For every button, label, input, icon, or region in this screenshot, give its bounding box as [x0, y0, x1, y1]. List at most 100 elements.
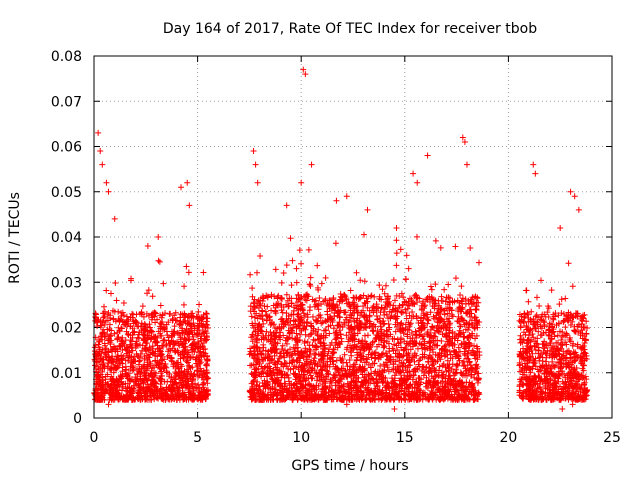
data-point [405, 265, 412, 272]
data-point [103, 287, 110, 294]
data-point [264, 303, 271, 310]
data-point [128, 277, 135, 284]
data-point [199, 381, 206, 388]
data-point [190, 333, 197, 340]
data-point [104, 357, 111, 364]
data-point [152, 310, 159, 317]
data-point [313, 377, 320, 384]
data-point [118, 338, 125, 345]
data-point [160, 280, 167, 287]
data-point [548, 287, 555, 294]
data-point [150, 382, 157, 389]
data-point [100, 314, 107, 321]
data-point [183, 383, 190, 390]
data-point [125, 354, 132, 361]
data-point [135, 389, 142, 396]
data-point [108, 348, 115, 355]
data-point [412, 328, 419, 335]
data-point [322, 274, 329, 281]
data-point [183, 327, 190, 334]
data-point [330, 296, 337, 303]
data-point [353, 269, 360, 276]
data-point [137, 350, 144, 357]
data-point [94, 318, 101, 325]
data-point [117, 359, 124, 366]
data-point [457, 291, 464, 298]
data-point [146, 324, 153, 331]
data-point [317, 312, 324, 319]
data-point [96, 381, 103, 388]
data-point [122, 319, 129, 326]
data-point [326, 330, 333, 337]
data-point [141, 362, 148, 369]
data-point [183, 395, 190, 402]
data-point [175, 330, 182, 337]
data-point [129, 396, 136, 403]
data-point [160, 365, 167, 372]
data-point [304, 319, 311, 326]
data-point [144, 290, 151, 297]
data-point [432, 281, 439, 288]
data-point [399, 302, 406, 309]
data-point [103, 386, 110, 393]
data-point [180, 301, 187, 308]
data-point [143, 375, 150, 382]
data-point [154, 390, 161, 397]
data-point [110, 377, 117, 384]
data-point [161, 365, 168, 372]
data-point [179, 325, 186, 332]
data-point [107, 290, 114, 297]
data-point [98, 350, 105, 357]
data-point [137, 354, 144, 361]
data-point [111, 330, 118, 337]
data-point [316, 294, 323, 301]
data-point [105, 310, 112, 317]
data-point [101, 313, 108, 320]
data-point [432, 237, 439, 244]
data-point [177, 361, 184, 368]
data-point [156, 258, 163, 265]
data-point [180, 344, 187, 351]
data-point [157, 347, 164, 354]
data-point [135, 394, 142, 401]
data-point [132, 319, 139, 326]
data-point [152, 339, 159, 346]
data-point [332, 240, 339, 247]
data-point [439, 298, 446, 305]
data-point [129, 331, 136, 338]
data-point [126, 353, 133, 360]
data-point [467, 244, 474, 251]
data-point [111, 384, 118, 391]
data-point [111, 308, 118, 315]
data-point [137, 396, 144, 403]
data-point [200, 393, 207, 400]
data-point [203, 367, 210, 374]
data-point [302, 331, 309, 338]
data-point [290, 317, 297, 324]
data-point [157, 302, 164, 309]
data-point [189, 396, 196, 403]
data-point [186, 328, 193, 335]
data-point [95, 376, 102, 383]
data-point [138, 368, 145, 375]
data-point [122, 380, 129, 387]
data-point [296, 247, 303, 254]
data-point [272, 266, 279, 273]
data-point [150, 364, 157, 371]
data-point [106, 321, 113, 328]
data-point [166, 352, 173, 359]
data-point [247, 271, 254, 278]
data-point [385, 321, 392, 328]
data-point [294, 298, 301, 305]
data-point [160, 343, 167, 350]
data-point [114, 335, 121, 342]
data-point [136, 358, 143, 365]
data-point [313, 343, 320, 350]
data-point [120, 394, 127, 401]
data-point [127, 314, 134, 321]
data-point [288, 282, 295, 289]
data-point [108, 364, 115, 371]
data-point [127, 389, 134, 396]
data-point [176, 321, 183, 328]
data-point [203, 318, 210, 325]
